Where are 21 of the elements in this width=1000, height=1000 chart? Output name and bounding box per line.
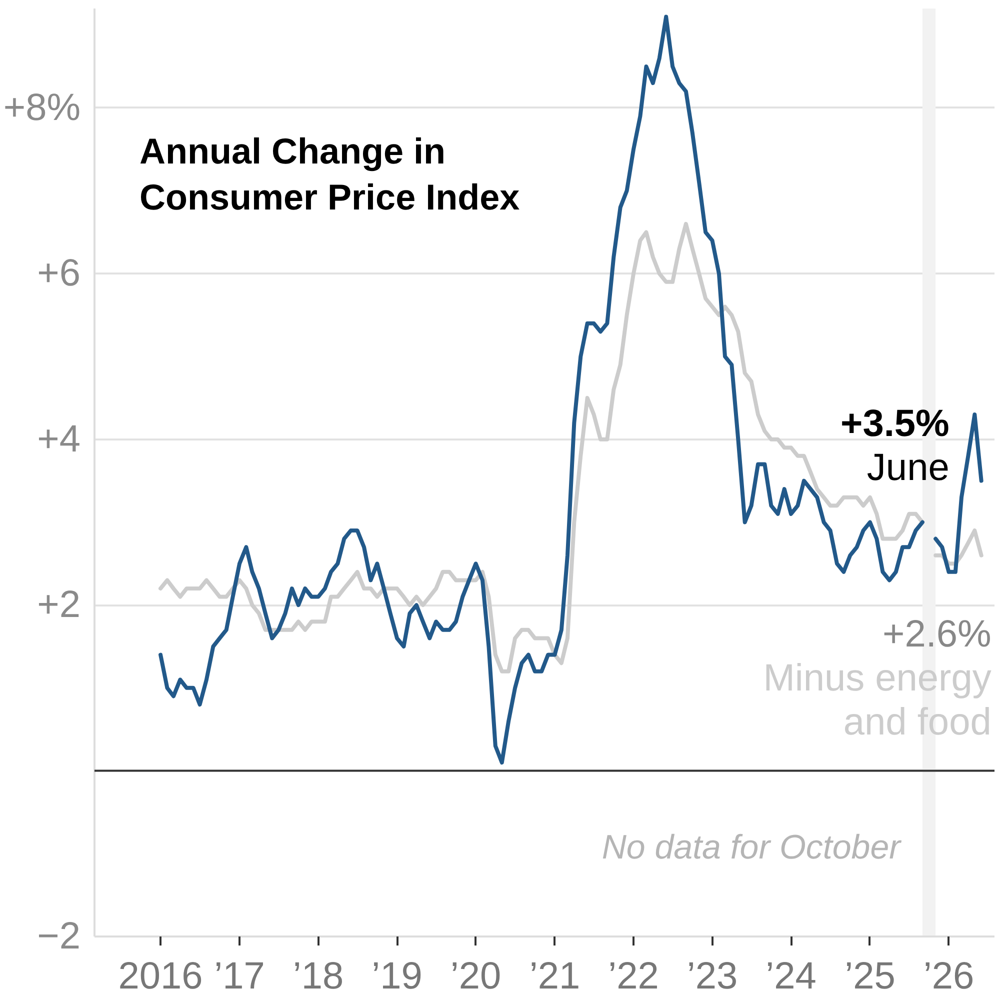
y-tick-label: +4 [37, 418, 81, 460]
x-tick-label: ’21 [529, 956, 580, 998]
y-tick-label: +6 [37, 252, 81, 295]
y-tick-label: −2 [37, 916, 81, 958]
x-tick-label: ’24 [766, 956, 816, 998]
annotation: June [866, 446, 950, 489]
data-label: +2.6% [882, 613, 992, 656]
x-tick-label: ’25 [844, 956, 896, 998]
x-tick-label: 2016 [118, 956, 203, 998]
band-label: No data for October [602, 828, 902, 866]
x-tick-label: ’26 [923, 956, 974, 998]
x-tick-label: ’17 [214, 956, 265, 998]
annotation: +3.5% [840, 402, 950, 445]
y-tick-label: +8% [3, 86, 81, 129]
y-tick-label: +2 [37, 584, 81, 626]
x-tick-label: ’22 [608, 956, 659, 998]
x-tick-label: ’18 [292, 956, 344, 998]
x-tick-label: ’19 [372, 956, 422, 998]
x-tick-label: ’23 [686, 956, 738, 998]
text: Annual Change in Consumer Price Index [140, 130, 520, 218]
x-tick-label: ’20 [450, 956, 502, 998]
